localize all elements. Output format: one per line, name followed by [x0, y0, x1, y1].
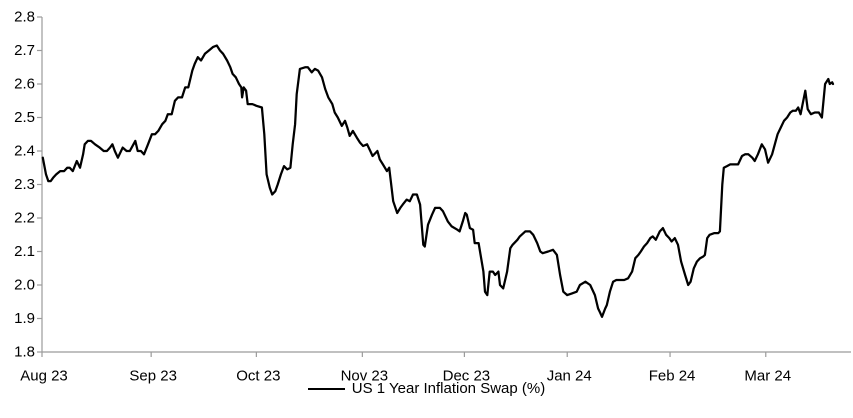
x-tick-label: Dec 23 — [443, 367, 491, 384]
legend-label: US 1 Year Inflation Swap (%) — [351, 380, 546, 397]
y-tick-label: 1.8 — [14, 344, 35, 361]
y-tick-label: 2.5 — [14, 109, 35, 126]
legend: US 1 Year Inflation Swap (%) — [0, 380, 853, 397]
x-tick-label: Nov 23 — [341, 367, 389, 384]
x-tick-label: Jan 24 — [547, 367, 592, 384]
y-tick-label: 2.4 — [14, 143, 35, 160]
x-tick-label: Mar 24 — [744, 367, 791, 384]
y-tick-label: 2.3 — [14, 176, 35, 193]
y-tick-label: 2.0 — [14, 277, 35, 294]
x-tick-label: Sep 23 — [129, 367, 177, 384]
x-tick-label: Oct 23 — [236, 367, 280, 384]
legend-line-marker — [307, 387, 345, 390]
x-tick-label: Aug 23 — [20, 367, 68, 384]
y-tick-label: 2.6 — [14, 76, 35, 93]
x-tick-label: Feb 24 — [649, 367, 696, 384]
y-tick-label: 2.8 — [14, 9, 35, 26]
y-tick-label: 1.9 — [14, 310, 35, 327]
y-tick-label: 2.7 — [14, 42, 35, 59]
y-tick-label: 2.1 — [14, 243, 35, 260]
y-tick-label: 2.2 — [14, 210, 35, 227]
series-line-us-1-year-inflation-swap — [41, 44, 835, 318]
